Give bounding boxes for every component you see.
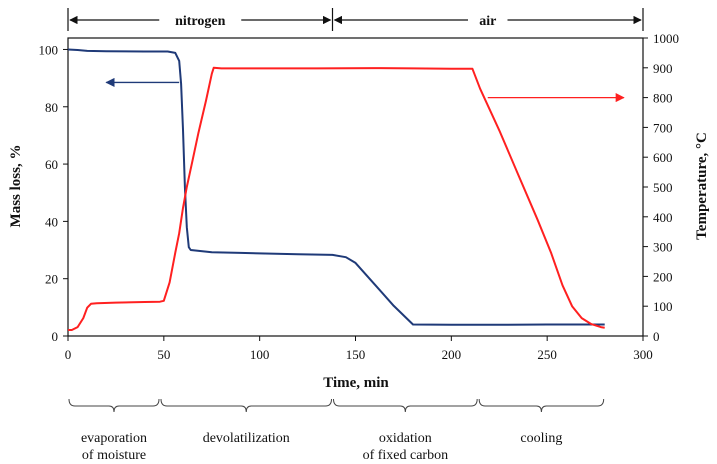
temperature-line [68, 66, 605, 331]
y-axis-title-left: Mass loss, % [8, 145, 24, 228]
y-right-tick-label: 0 [653, 329, 660, 344]
y-axis-title-right: Temperature, °C [694, 132, 710, 240]
y-right-tick-label: 600 [653, 150, 673, 165]
y-left-tick-label: 80 [45, 100, 58, 115]
phase-label: air [479, 14, 496, 29]
y-right-tick-label: 800 [653, 91, 673, 106]
y-left-tick-label: 0 [52, 329, 59, 344]
y-right-tick-label: 900 [653, 61, 673, 76]
y-left-tick-label: 100 [39, 42, 59, 57]
series-lines [67, 48, 605, 331]
y-right-tick-label: 500 [653, 180, 673, 195]
stage-bracket [478, 398, 605, 413]
stage-bracket [160, 398, 332, 413]
axis-ticks: 0 50 100 150 200 250 3000204060801000100200300… [39, 31, 680, 362]
stage-label: evaporation [81, 431, 147, 446]
y-right-tick-label: 400 [653, 210, 673, 225]
x-tick-label: 200 [442, 347, 462, 362]
stage-label: of moisture [82, 448, 146, 463]
y-right-tick-label: 1000 [653, 31, 679, 46]
x-tick-label: 300 [633, 347, 653, 362]
phase-label-bg [468, 11, 508, 26]
x-tick-label: 100 [250, 347, 270, 362]
y-right-tick-label: 300 [653, 240, 673, 255]
x-tick-label: 150 [346, 347, 366, 362]
stage-label: cooling [520, 431, 562, 446]
y-left-tick-label: 60 [45, 157, 58, 172]
stage-label: oxidation [379, 431, 432, 446]
stage-label: devolatilization [203, 431, 290, 446]
stage-brackets: evaporation of moisture devolatilization ox… [68, 398, 605, 463]
y-right-tick-label: 700 [653, 120, 673, 135]
x-axis-title: Time, min [323, 375, 389, 391]
phase-label-bg [159, 11, 242, 26]
stage-bracket [333, 398, 478, 413]
stage-label: of fixed carbon [363, 448, 449, 463]
y-left-tick-label: 20 [45, 272, 58, 287]
x-tick-label: 50 [157, 347, 170, 362]
stage-bracket [68, 398, 160, 413]
y-left-tick-label: 40 [45, 214, 58, 229]
y-right-tick-label: 200 [653, 269, 673, 284]
x-tick-label: 0 [65, 347, 72, 362]
y-right-tick-label: 100 [653, 299, 673, 314]
annotations: nitrogen air [67, 8, 644, 103]
mass-loss-line [67, 48, 605, 326]
x-tick-label: 250 [537, 347, 557, 362]
phase-label: nitrogen [175, 14, 226, 29]
